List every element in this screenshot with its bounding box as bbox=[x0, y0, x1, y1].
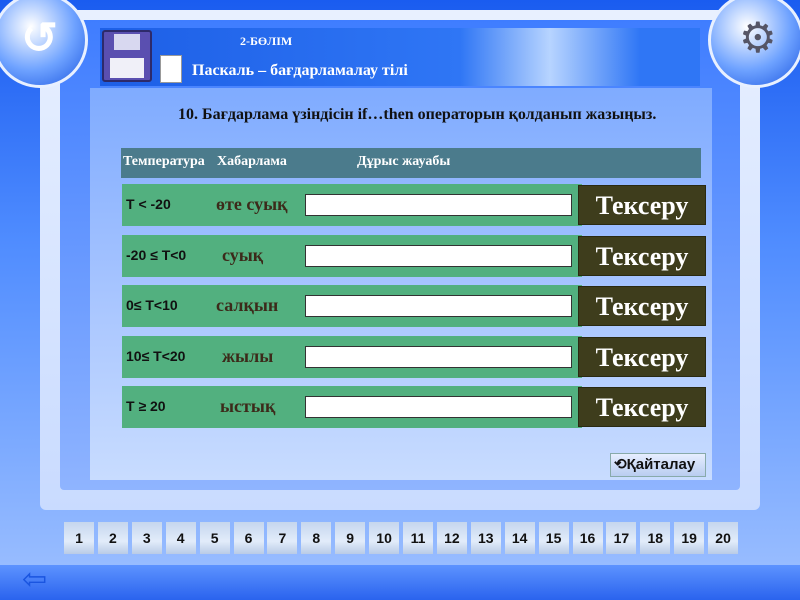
page-button[interactable]: 13 bbox=[470, 522, 501, 554]
page-button[interactable]: 7 bbox=[267, 522, 298, 554]
condition: 0≤ T<10 bbox=[126, 297, 178, 313]
message: өте суық bbox=[216, 194, 288, 214]
page-button[interactable]: 8 bbox=[301, 522, 332, 554]
back-arrow-icon[interactable]: ⇦ bbox=[22, 563, 48, 596]
page-button[interactable]: 10 bbox=[369, 522, 400, 554]
page-button[interactable]: 19 bbox=[674, 522, 705, 554]
condition: -20 ≤ T<0 bbox=[126, 247, 187, 263]
message: ыстық bbox=[220, 396, 276, 416]
answer-input[interactable] bbox=[305, 245, 572, 267]
table-row: 10≤ T<20 жылы bbox=[122, 336, 582, 378]
header-band bbox=[100, 28, 700, 86]
message: жылы bbox=[222, 346, 274, 366]
page-subtitle: Паскаль – бағдарламалау тілі bbox=[192, 62, 408, 79]
gear-button[interactable]: ⚙ bbox=[708, 0, 800, 88]
condition: 10≤ T<20 bbox=[126, 348, 186, 364]
message: салқын bbox=[216, 295, 279, 315]
condition: T < -20 bbox=[126, 196, 171, 212]
undo-icon: ↺ bbox=[21, 14, 58, 63]
answer-input[interactable] bbox=[305, 194, 572, 216]
table-row: 0≤ T<10 салқын bbox=[122, 285, 582, 327]
check-button[interactable]: Тексеру bbox=[578, 387, 706, 427]
repeat-button[interactable]: ⟲Қайталау bbox=[610, 453, 706, 477]
undo-button[interactable]: ↺ bbox=[0, 0, 88, 88]
repeat-label: Қайталау bbox=[626, 456, 696, 473]
condition: T ≥ 20 bbox=[126, 398, 166, 414]
question-text: 10. Бағдарлама үзіндісін if…then операто… bbox=[178, 106, 657, 123]
page-button[interactable]: 20 bbox=[708, 522, 739, 554]
page-button[interactable]: 17 bbox=[606, 522, 637, 554]
gear-icon: ⚙ bbox=[739, 16, 777, 62]
page-button[interactable]: 6 bbox=[233, 522, 264, 554]
table-header: Температура Хабарлама Дұрыс жауабы bbox=[121, 148, 701, 178]
check-button[interactable]: Тексеру bbox=[578, 286, 706, 326]
header-message: Хабарлама bbox=[217, 154, 287, 169]
message: суық bbox=[222, 245, 264, 265]
page-button[interactable]: 18 bbox=[640, 522, 671, 554]
answer-input[interactable] bbox=[305, 295, 572, 317]
section-label: 2-БӨЛІМ bbox=[240, 34, 293, 48]
page-button[interactable]: 14 bbox=[504, 522, 535, 554]
floppy-disk-icon bbox=[102, 30, 152, 82]
check-button[interactable]: Тексеру bbox=[578, 185, 706, 225]
check-button[interactable]: Тексеру bbox=[578, 337, 706, 377]
page-button[interactable]: 1 bbox=[64, 522, 94, 554]
page-button[interactable]: 9 bbox=[335, 522, 366, 554]
page-button[interactable]: 16 bbox=[572, 522, 603, 554]
page-button[interactable]: 11 bbox=[403, 522, 433, 554]
check-button[interactable]: Тексеру bbox=[578, 236, 706, 276]
table-row: T ≥ 20 ыстық bbox=[122, 386, 582, 428]
bottom-bar bbox=[0, 565, 800, 600]
header-answer: Дұрыс жауабы bbox=[357, 154, 451, 169]
page-button[interactable]: 4 bbox=[165, 522, 196, 554]
page-button[interactable]: 5 bbox=[199, 522, 230, 554]
page-button[interactable]: 3 bbox=[131, 522, 162, 554]
page-button[interactable]: 2 bbox=[97, 522, 128, 554]
answer-input[interactable] bbox=[305, 396, 572, 418]
answer-input[interactable] bbox=[305, 346, 572, 368]
page-button[interactable]: 12 bbox=[436, 522, 467, 554]
note-icon bbox=[160, 55, 182, 83]
header-temperature: Температура bbox=[123, 154, 205, 169]
page-button[interactable]: 15 bbox=[538, 522, 569, 554]
table-row: -20 ≤ T<0 суық bbox=[122, 235, 582, 277]
table-row: T < -20 өте суық bbox=[122, 184, 582, 226]
